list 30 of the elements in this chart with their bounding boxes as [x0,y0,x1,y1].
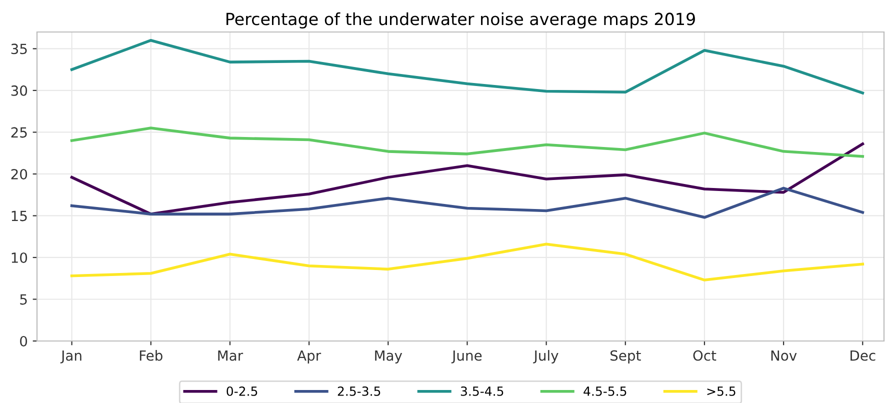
y-tick-label: 20 [11,168,28,180]
y-tick-label: 30 [11,85,28,96]
line-series [70,126,864,158]
x-tick-label: Sept [610,350,641,364]
x-tick-label: Nov [771,350,797,361]
x-tick-label: July [533,350,558,364]
line-series [70,186,864,219]
x-tick-label: Oct [693,350,716,361]
x-tick-label: June [451,350,482,364]
x-tick-label: Dec [850,350,876,361]
legend-label: 0-2.5 [226,386,258,396]
x-tick-label: May [375,350,402,364]
chart-title: Percentage of the underwater noise average maps 2019 [226,12,695,29]
line-series [70,242,864,282]
legend-label: 4.5-5.5 [584,386,626,396]
y-tick-label: 5 [20,294,27,305]
y-tick-label: 0 [20,336,28,346]
x-tick-label: Apr [297,350,322,364]
x-tick-label: Jan [60,350,82,364]
y-tick-label: 15 [12,210,27,222]
line-series [70,38,864,94]
y-tick-label: 25 [11,127,27,138]
legend-label: >5.5 [707,386,736,396]
y-tick-label: 35 [11,44,27,54]
legend-label: 2.5-3.5 [338,386,380,396]
x-tick-label: Mar [218,350,244,361]
line-series [70,142,864,216]
x-tick-label: Feb [140,350,162,361]
y-tick-label: 10 [12,252,28,263]
legend-label: 3.5-4.5 [460,386,504,396]
